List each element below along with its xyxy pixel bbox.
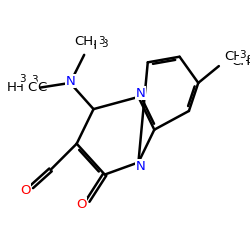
Text: O: O — [76, 198, 86, 211]
Text: C: C — [38, 81, 47, 94]
Text: N: N — [136, 87, 145, 100]
Text: 3: 3 — [240, 50, 246, 60]
Text: O: O — [76, 198, 86, 211]
Text: CH: CH — [74, 35, 94, 48]
Text: 3: 3 — [101, 39, 108, 49]
Text: N: N — [136, 87, 145, 100]
Text: O: O — [20, 184, 30, 197]
Text: N: N — [136, 160, 145, 173]
Text: 3: 3 — [98, 36, 105, 46]
Text: H: H — [7, 81, 17, 94]
Text: 3: 3 — [20, 74, 26, 84]
Text: N: N — [65, 74, 75, 88]
Text: CH: CH — [78, 39, 98, 52]
Text: C: C — [27, 81, 36, 94]
Text: N: N — [136, 160, 145, 173]
Text: N: N — [65, 74, 75, 88]
Text: 3: 3 — [246, 55, 250, 65]
Text: CH: CH — [231, 55, 250, 68]
Text: O: O — [20, 184, 30, 197]
Text: H: H — [14, 81, 24, 94]
Text: CH: CH — [224, 50, 244, 63]
Text: 3: 3 — [31, 75, 38, 85]
